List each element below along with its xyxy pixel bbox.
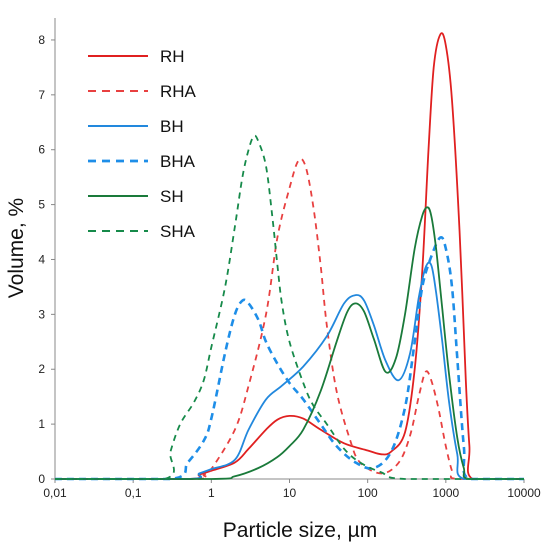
series-line-rh	[54, 32, 524, 480]
x-tick-label: 10	[283, 486, 297, 500]
x-tick-label: 1	[208, 486, 215, 500]
series-line-sh	[54, 206, 524, 480]
y-tick-label: 6	[38, 143, 45, 157]
x-tick-label: 10000	[507, 486, 541, 500]
legend: RH RHA BH BHA SH SHA	[88, 47, 197, 241]
y-tick-label: 7	[38, 88, 45, 102]
x-tick-label: 0,01	[43, 486, 67, 500]
plot-area: 0 1 2 3 4 5 6 7 8 0,01 0,1 1 10 100 1000 10000	[38, 18, 541, 500]
x-axis-title: Particle size, µm	[223, 519, 377, 542]
legend-label-bha: BHA	[160, 152, 196, 171]
y-axis-ticks: 0 1 2 3 4 5 6 7 8	[38, 33, 55, 486]
legend-label-sha: SHA	[160, 222, 196, 241]
x-tick-label: 100	[358, 486, 378, 500]
series-lines	[54, 32, 524, 481]
x-tick-label: 1000	[432, 486, 459, 500]
y-tick-label: 3	[38, 307, 45, 321]
legend-label-bh: BH	[160, 117, 184, 136]
y-tick-label: 0	[38, 472, 45, 486]
x-tick-label: 0,1	[125, 486, 142, 500]
x-axis-ticks: 0,01 0,1 1 10 100 1000 10000	[43, 479, 541, 500]
series-line-bha	[54, 236, 524, 481]
series-line-bh	[54, 261, 524, 480]
y-tick-label: 1	[38, 417, 45, 431]
legend-label-sh: SH	[160, 187, 184, 206]
series-line-rha	[54, 157, 524, 480]
y-tick-label: 5	[38, 198, 45, 212]
y-tick-label: 2	[38, 362, 45, 376]
y-axis-title: Volume, %	[5, 198, 28, 298]
legend-label-rh: RH	[160, 47, 185, 66]
y-tick-label: 4	[38, 252, 45, 266]
y-tick-label: 8	[38, 33, 45, 47]
legend-label-rha: RHA	[160, 82, 197, 101]
series-line-sha	[54, 134, 524, 480]
